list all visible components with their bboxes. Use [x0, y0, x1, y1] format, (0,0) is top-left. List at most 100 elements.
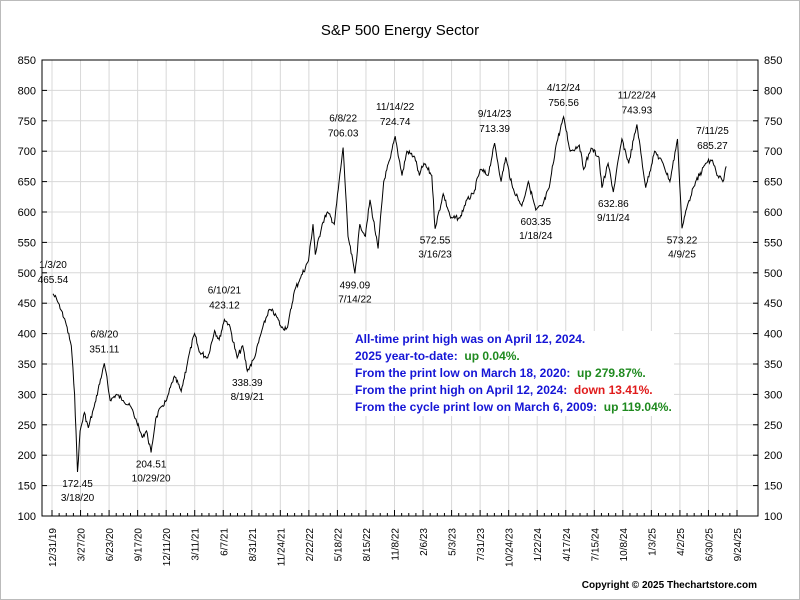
x-tick-label: 5/18/22 — [333, 528, 344, 562]
x-tick-label: 7/31/23 — [476, 528, 487, 562]
annotation-value: 423.12 — [209, 301, 240, 312]
y-tick-label-left: 550 — [18, 237, 36, 249]
y-tick-label-right: 100 — [764, 511, 782, 523]
x-tick-label: 10/24/23 — [505, 528, 516, 567]
copyright: Copyright © 2025 Thechartstore.com — [582, 580, 757, 591]
x-tick-label: 1/22/24 — [533, 528, 544, 562]
y-tick-label-right: 400 — [764, 329, 782, 341]
y-tick-label-right: 300 — [764, 389, 782, 401]
annotation-value: 713.39 — [479, 124, 510, 135]
annotation-date: 4/12/24 — [547, 83, 581, 94]
y-tick-label-left: 600 — [18, 207, 36, 219]
note-text: From the print high on April 12, 2024: — [355, 383, 574, 397]
y-tick-label-right: 200 — [764, 450, 782, 462]
note-highlight: down 13.41%. — [573, 383, 653, 397]
y-tick-label-right: 150 — [764, 481, 782, 493]
note-text: From the cycle print low on March 6, 200… — [355, 400, 604, 414]
y-tick-label-right: 450 — [764, 298, 782, 310]
y-tick-label-left: 650 — [18, 177, 36, 189]
x-tick-label: 9/24/25 — [733, 528, 744, 562]
x-tick-label: 3/11/21 — [191, 528, 202, 561]
annotation-value: 465.54 — [38, 275, 69, 286]
annotation-value: 204.51 — [136, 459, 167, 470]
y-tick-label-left: 450 — [18, 298, 36, 310]
x-tick-label: 2/22/22 — [305, 528, 316, 562]
y-tick-label-left: 150 — [18, 481, 36, 493]
note-line: All-time print high was on April 12, 202… — [355, 331, 672, 348]
y-tick-label-left: 300 — [18, 389, 36, 401]
y-tick-label-left: 850 — [18, 55, 36, 67]
annotation-date: 11/14/22 — [376, 102, 415, 113]
x-tick-label: 10/8/24 — [619, 528, 630, 562]
note-text: All-time print high was on April 12, 202… — [355, 332, 586, 346]
annotation-date: 9/11/24 — [597, 213, 630, 224]
note-highlight: up 119.04%. — [603, 400, 672, 414]
annotation-value: 172.45 — [62, 479, 93, 490]
note-highlight: up 0.04%. — [464, 349, 520, 363]
annotation-date: 11/22/24 — [618, 90, 657, 101]
annotation-date: 7/14/22 — [338, 294, 372, 305]
y-tick-label-left: 200 — [18, 450, 36, 462]
y-tick-label-right: 800 — [764, 85, 782, 97]
x-tick-label: 9/17/20 — [134, 528, 145, 562]
annotation-date: 1/18/24 — [519, 231, 553, 242]
y-tick-label-right: 250 — [764, 420, 782, 432]
note-line: From the cycle print low on March 6, 200… — [355, 399, 672, 416]
annotation-value: 756.56 — [548, 98, 579, 109]
annotation-value: 632.86 — [598, 199, 629, 210]
y-tick-label-right: 850 — [764, 55, 782, 67]
annotation-date: 4/9/25 — [668, 249, 696, 260]
y-tick-label-left: 400 — [18, 329, 36, 341]
note-text: From the print low on March 18, 2020: — [355, 366, 578, 380]
y-tick-label-left: 100 — [18, 511, 36, 523]
grid — [42, 60, 758, 516]
x-tick-label: 4/17/24 — [562, 528, 573, 562]
y-tick-label-left: 800 — [18, 85, 36, 97]
annotation-value: 338.39 — [232, 378, 263, 389]
note-highlight: up 279.87%. — [577, 366, 646, 380]
annotation-value: 724.74 — [380, 117, 411, 128]
note-line: 2025 year-to-date: up 0.04%. — [355, 348, 672, 365]
x-tick-label: 4/2/25 — [676, 528, 687, 556]
y-tick-label-left: 250 — [18, 420, 36, 432]
performance-notes: All-time print high was on April 12, 202… — [353, 331, 674, 416]
x-tick-label: 6/7/21 — [219, 528, 230, 556]
plot-border — [41, 59, 759, 517]
y-axes: 100 100 150 150 200 200 250 250 300 300 350 350 400 4… — [18, 55, 783, 523]
x-tick-label: 3/27/20 — [77, 528, 88, 562]
note-line: From the print high on April 12, 2024: d… — [355, 382, 672, 399]
annotation-date: 1/3/20 — [39, 260, 67, 271]
x-tick-label: 6/30/25 — [704, 528, 715, 562]
y-tick-label-right: 750 — [764, 116, 782, 128]
price-line — [52, 115, 727, 473]
x-tick-label: 6/23/20 — [105, 528, 116, 562]
y-tick-label-right: 600 — [764, 207, 782, 219]
annotation-value: 351.11 — [89, 344, 119, 355]
x-tick-label: 2/6/23 — [419, 528, 430, 556]
x-tick-label: 7/15/24 — [590, 528, 601, 562]
annotation-value: 499.09 — [340, 280, 371, 291]
annotation-date: 6/8/20 — [90, 329, 118, 340]
y-tick-label-left: 700 — [18, 146, 36, 158]
y-tick-label-left: 750 — [18, 116, 36, 128]
annotation-date: 6/8/22 — [329, 114, 357, 125]
y-tick-label-right: 350 — [764, 359, 782, 371]
note-line: From the print low on March 18, 2020: up… — [355, 365, 672, 382]
annotation-value: 603.35 — [521, 217, 552, 228]
x-tick-label: 12/11/20 — [162, 528, 173, 567]
x-tick-label: 12/31/19 — [48, 528, 59, 567]
annotation-date: 3/18/20 — [61, 493, 95, 504]
annotation-value: 706.03 — [328, 129, 359, 140]
annotation-date: 3/16/23 — [418, 250, 452, 261]
annotation-date: 10/29/20 — [132, 473, 171, 484]
y-tick-label-left: 500 — [18, 268, 36, 280]
annotation-date: 7/11/25 — [696, 126, 729, 137]
annotation-value: 572.55 — [420, 236, 451, 247]
annotation-value: 573.22 — [667, 235, 698, 246]
x-axis: 12/31/19 3/27/20 6/23/20 9/17/20 12/11/20 3/1… — [48, 510, 744, 567]
x-tick-label: 1/3/25 — [647, 528, 658, 556]
annotation-date: 8/19/21 — [231, 392, 265, 403]
x-tick-label: 11/8/22 — [391, 528, 402, 561]
x-tick-label: 8/15/22 — [362, 528, 373, 562]
